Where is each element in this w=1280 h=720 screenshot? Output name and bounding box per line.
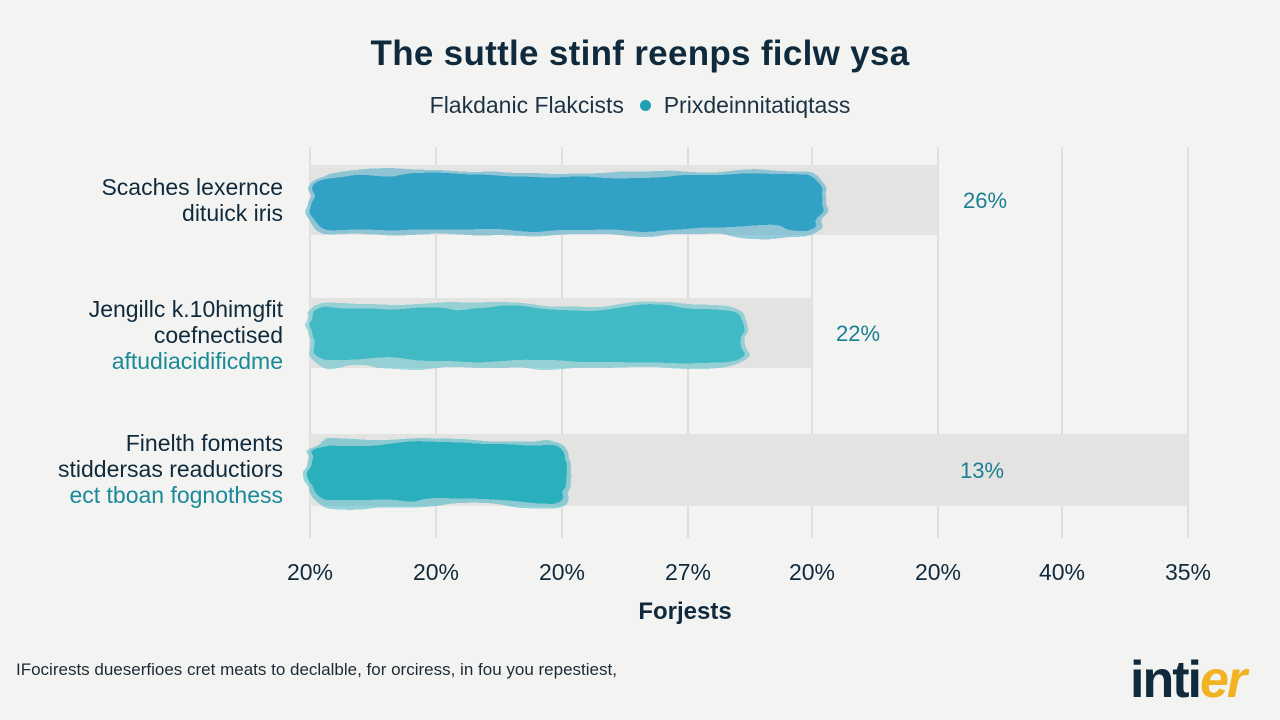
x-tick-label: 20% — [915, 559, 961, 585]
value-label: 22% — [836, 321, 880, 346]
x-tick-label: 20% — [789, 559, 835, 585]
category-label-line: coefnectised — [153, 322, 283, 348]
category-label-line: Jengillc k.10himgfit — [88, 296, 283, 322]
value-label: 13% — [960, 458, 1004, 483]
x-tick-label: 35% — [1165, 559, 1211, 585]
legend-dot-icon — [640, 100, 652, 112]
chart-title: The suttle stinf reenps ficlw ysa — [370, 34, 910, 73]
bar — [312, 175, 822, 229]
bar — [312, 444, 567, 500]
x-tick-label: 20% — [539, 559, 585, 585]
category-label-line: Finelth foments — [125, 430, 283, 456]
footnote: IFocirests dueserfioes cret meats to dec… — [16, 660, 617, 679]
x-tick-label: 40% — [1039, 559, 1085, 585]
category-label: Finelth foments stiddersas reaductiors ect… — [58, 430, 283, 508]
legend-entry-2: Prixdeinnitatiqtass — [663, 92, 851, 118]
category-label-line: ect tboan fognothess — [69, 482, 283, 508]
category-label: Jengillc k.10himgfit coefnectised aftudiac… — [89, 296, 283, 374]
category-label-line: dituick iris — [182, 200, 283, 226]
brand-main: inti — [1130, 651, 1202, 709]
legend-entry-1: Flakdanic Flakcists — [429, 92, 624, 118]
x-tick-label: 20% — [287, 559, 333, 585]
category-label-line: stiddersas reaductiors — [58, 456, 283, 482]
category-label: Scaches lexernce dituick iris — [101, 174, 283, 226]
x-tick-label: 20% — [413, 559, 459, 585]
category-label-line: Scaches lexernce — [101, 174, 283, 200]
bar — [312, 308, 744, 362]
brand-accent: er — [1199, 651, 1247, 709]
category-label-line: aftudiacidificdme — [111, 348, 283, 374]
brand-logo: intier — [1130, 650, 1247, 710]
x-tick-label: 27% — [665, 559, 711, 585]
x-axis-title: Forjests — [638, 598, 731, 625]
value-label: 26% — [963, 188, 1007, 213]
chart-legend: Flakdanic Flakcists Prixdeinnitatiqtass — [0, 92, 1280, 119]
